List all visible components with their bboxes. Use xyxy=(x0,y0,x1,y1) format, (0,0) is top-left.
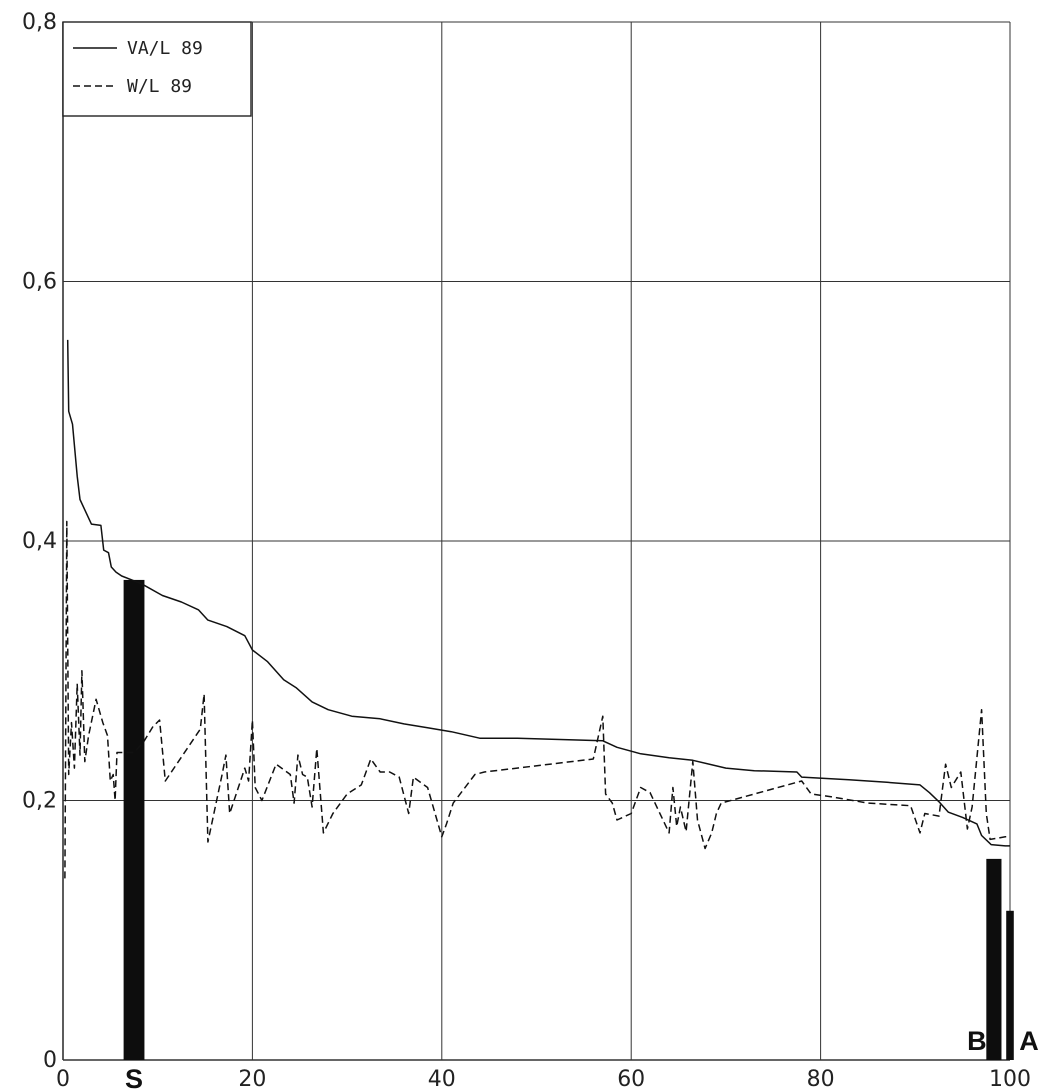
y-tick-label: 0,4 xyxy=(22,529,57,554)
x-tick-label: 20 xyxy=(238,1067,266,1089)
legend: VA/L 89 W/L 89 xyxy=(63,22,251,116)
legend-box xyxy=(63,22,251,116)
marker-label-s: S xyxy=(125,1064,143,1089)
y-tick-label: 0,8 xyxy=(22,10,57,35)
x-tick-label: 80 xyxy=(807,1067,835,1089)
legend-label-1: VA/L 89 xyxy=(127,38,203,59)
marker-label-a: A xyxy=(1019,1026,1039,1056)
y-tick-label: 0 xyxy=(43,1048,57,1073)
legend-label-2: W/L 89 xyxy=(127,76,192,97)
x-tick-label: 0 xyxy=(56,1067,70,1089)
marker-bar-s xyxy=(124,580,145,1060)
marker-bar-a xyxy=(1006,911,1014,1060)
y-tick-label: 0,2 xyxy=(22,789,57,814)
marker-bar-b xyxy=(986,859,1001,1060)
marker-label-b: B xyxy=(967,1026,987,1056)
x-tick-label: 60 xyxy=(617,1067,645,1089)
y-tick-label: 0,6 xyxy=(22,270,57,295)
x-tick-label: 40 xyxy=(428,1067,456,1089)
x-tick-label: 100 xyxy=(989,1067,1031,1089)
